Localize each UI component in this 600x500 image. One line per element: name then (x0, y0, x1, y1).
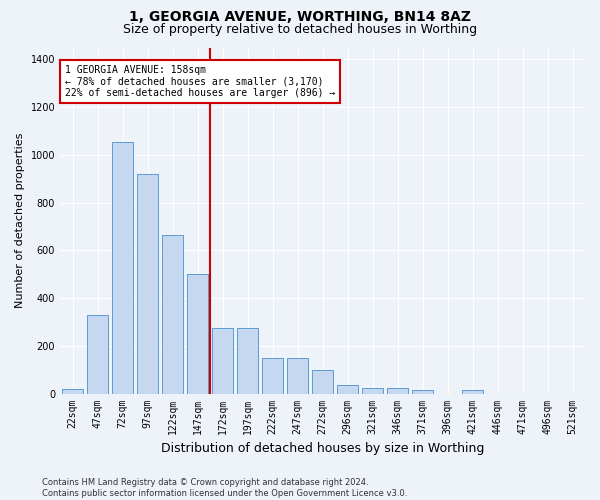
Bar (362, 388, 383, 394)
Text: Size of property relative to detached houses in Worthing: Size of property relative to detached ho… (123, 22, 477, 36)
Bar (62, 389, 83, 394)
Bar (287, 358, 308, 394)
Bar (162, 235, 183, 394)
Bar (112, 142, 133, 394)
Bar (412, 390, 433, 394)
Bar (462, 390, 483, 394)
Bar (187, 274, 208, 394)
Bar (312, 370, 333, 394)
Text: 1 GEORGIA AVENUE: 158sqm
← 78% of detached houses are smaller (3,170)
22% of sem: 1 GEORGIA AVENUE: 158sqm ← 78% of detach… (65, 65, 335, 98)
Bar (87, 315, 108, 394)
Text: Contains HM Land Registry data © Crown copyright and database right 2024.
Contai: Contains HM Land Registry data © Crown c… (42, 478, 407, 498)
Text: 1, GEORGIA AVENUE, WORTHING, BN14 8AZ: 1, GEORGIA AVENUE, WORTHING, BN14 8AZ (129, 10, 471, 24)
Bar (137, 174, 158, 394)
Bar (337, 385, 358, 394)
Bar (262, 358, 283, 394)
X-axis label: Distribution of detached houses by size in Worthing: Distribution of detached houses by size … (161, 442, 484, 455)
Y-axis label: Number of detached properties: Number of detached properties (15, 133, 25, 308)
Bar (237, 328, 258, 394)
Bar (212, 328, 233, 394)
Bar (387, 388, 408, 394)
